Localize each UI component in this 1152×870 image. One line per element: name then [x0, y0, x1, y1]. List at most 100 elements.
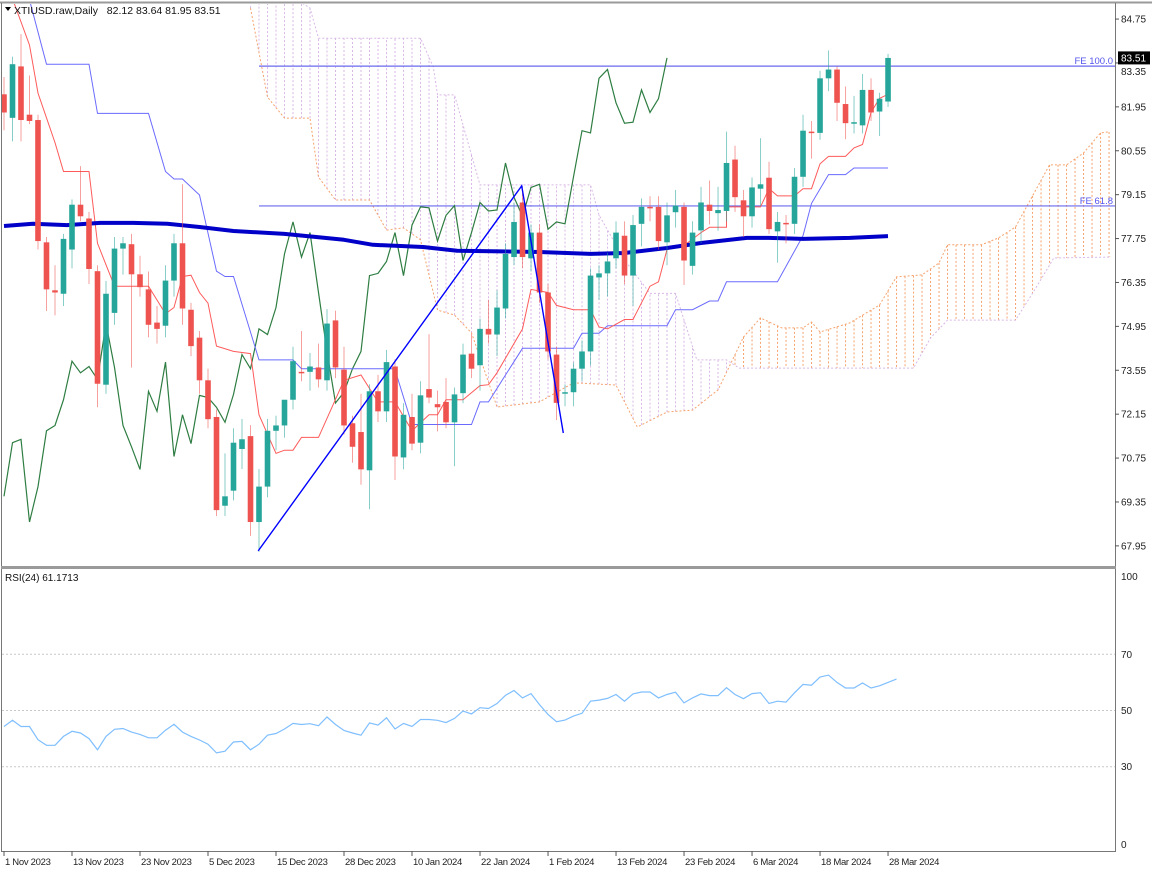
bullish-candle — [689, 221, 696, 275]
bearish-candle — [86, 211, 92, 285]
candle-body — [324, 323, 330, 381]
rsi-tick-label: 30 — [1121, 762, 1133, 773]
bearish-candle — [392, 359, 398, 481]
bearish-candle — [468, 334, 475, 379]
bearish-candle — [2, 77, 7, 131]
price-tick-label: 76.35 — [1121, 278, 1146, 289]
bullish-candle — [664, 202, 670, 266]
date-tick-label: 15 Dec 2023 — [277, 857, 328, 868]
candle-body — [647, 206, 653, 209]
candle-body — [613, 232, 619, 259]
bearish-candle — [426, 334, 432, 404]
candle-body — [188, 309, 194, 347]
bullish-candle — [290, 346, 296, 410]
candle-body — [120, 243, 126, 249]
bullish-candle — [69, 199, 75, 269]
bearish-candle — [783, 215, 789, 244]
bullish-candle — [876, 92, 883, 137]
bullish-candle — [111, 236, 118, 325]
bearish-candle — [553, 346, 560, 421]
date-tick-label: 22 Jan 2024 — [481, 857, 530, 868]
bullish-candle — [570, 362, 577, 407]
candle-body — [885, 57, 891, 102]
candle-body — [519, 202, 526, 258]
candle-body — [137, 274, 143, 288]
bullish-candle — [698, 186, 704, 244]
bearish-candle — [808, 120, 815, 159]
candle-body — [621, 235, 628, 276]
candle-body — [2, 94, 7, 113]
candle-body — [511, 221, 517, 258]
date-tick-label: 28 Dec 2023 — [345, 857, 396, 868]
bullish-candle — [256, 469, 262, 552]
bearish-candle — [868, 78, 874, 121]
bullish-candle — [366, 384, 373, 510]
senkou-span-b-line — [302, 4, 1110, 369]
candle-body — [162, 280, 169, 326]
ohlc-label: 82.12 83.64 81.95 83.51 — [107, 5, 221, 17]
bullish-candle — [579, 340, 585, 382]
price-axis: 84.75 83.35 81.95 80.55 79.15 77.75 76.35 74.95… — [1115, 15, 1146, 552]
date-tick-label: 23 Feb 2024 — [685, 857, 735, 868]
candle-body — [213, 416, 220, 511]
candle-body — [825, 69, 832, 79]
bullish-candle — [400, 403, 407, 470]
bullish-candle — [273, 415, 279, 451]
bearish-candle — [145, 271, 152, 338]
bearish-candle — [834, 66, 840, 121]
bullish-candle — [120, 236, 126, 275]
candle-body — [60, 238, 67, 294]
candle-body — [817, 78, 823, 133]
candle-body — [375, 391, 381, 412]
triangle-down-icon[interactable] — [5, 7, 11, 11]
candle-body — [154, 322, 160, 329]
candle-body — [766, 177, 772, 230]
bullish-candle — [264, 418, 271, 498]
bullish-candle — [613, 221, 619, 269]
bullish-candle — [851, 95, 857, 134]
candle-body — [52, 290, 58, 293]
candle-body — [664, 215, 670, 243]
bullish-candle — [60, 233, 67, 306]
bullish-candle — [596, 265, 602, 300]
price-tick-label: 83.35 — [1121, 67, 1146, 78]
bearish-candle — [179, 184, 186, 325]
date-tick-label: 13 Nov 2023 — [73, 857, 124, 868]
candle-body — [468, 353, 475, 369]
bearish-candle — [740, 189, 747, 237]
date-tick-label: 23 Nov 2023 — [141, 857, 192, 868]
candle-body — [672, 205, 679, 213]
fibonacci-expansion[interactable]: FE 100.0 FE 61.8 — [259, 56, 1115, 207]
candle-body — [570, 368, 577, 393]
bullish-candle — [383, 349, 390, 423]
candle-body — [859, 89, 866, 126]
pane-separator[interactable] — [1, 566, 1116, 569]
candle-body — [400, 414, 407, 458]
candle-body — [791, 176, 798, 224]
price-tick-label: 77.75 — [1121, 234, 1146, 245]
candle-body — [256, 486, 262, 523]
candle-body — [451, 394, 458, 423]
bearish-candle — [188, 302, 194, 357]
candle-body — [239, 439, 245, 449]
bullish-candle — [749, 177, 755, 228]
rsi-pane[interactable] — [2, 653, 1115, 768]
abcd-trendline[interactable] — [257, 184, 564, 552]
candle-body — [417, 395, 424, 443]
candle-body — [630, 225, 636, 276]
candle-body — [69, 204, 75, 250]
price-pane[interactable]: FE 100.0 FE 61.8 — [1, 0, 1115, 552]
bearish-candle — [349, 415, 356, 463]
bearish-candle — [315, 343, 322, 388]
candle-body — [18, 66, 24, 121]
candle-body — [749, 187, 755, 217]
candle-body — [9, 64, 16, 118]
current-price-box — [1118, 51, 1150, 65]
bullish-candle — [630, 215, 636, 306]
candle-body — [834, 69, 840, 103]
bullish-candle — [222, 453, 228, 517]
bearish-candle — [842, 86, 849, 140]
date-tick-label: 1 Nov 2023 — [5, 857, 51, 868]
